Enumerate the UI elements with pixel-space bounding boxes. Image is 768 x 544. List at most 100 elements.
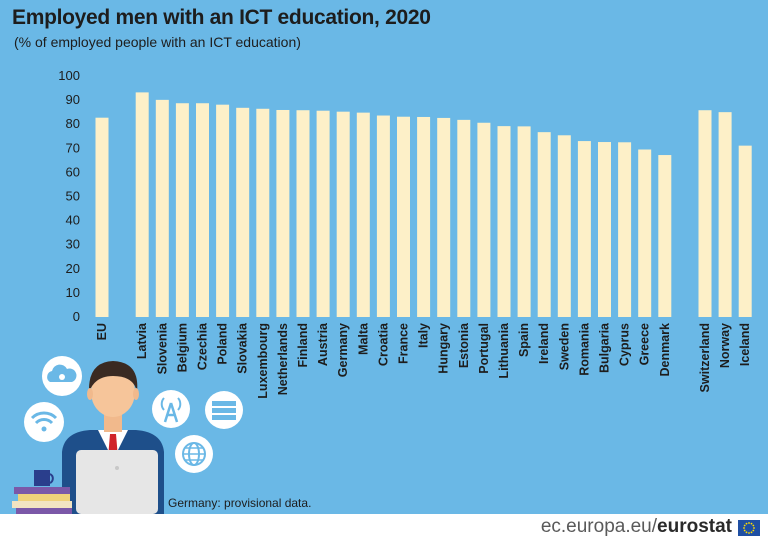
x-tick-label: Croatia	[376, 322, 390, 366]
x-tick-label: EU	[95, 323, 109, 340]
bar-finland	[296, 110, 310, 317]
x-tick-label: Romania	[577, 322, 591, 376]
x-tick-label: France	[397, 323, 411, 364]
x-tick-label: Luxembourg	[256, 323, 270, 399]
wifi-icon	[24, 402, 64, 442]
y-tick-label: 80	[66, 116, 80, 131]
flag-star	[753, 527, 755, 529]
x-tick-label: Portugal	[477, 323, 491, 374]
y-tick-label: 20	[66, 261, 80, 276]
bar-ireland	[537, 132, 551, 317]
bar-france	[397, 116, 410, 317]
bar-netherlands	[276, 109, 290, 317]
flag-star	[748, 532, 750, 534]
bar-hungary	[437, 117, 451, 318]
bar-slovakia	[236, 107, 250, 317]
bar-austria	[316, 110, 330, 317]
x-tick-label: Hungary	[437, 323, 451, 374]
y-tick-label: 40	[66, 213, 80, 228]
bar-luxembourg	[256, 108, 270, 317]
x-tick-label: Italy	[417, 323, 431, 348]
flag-star	[745, 531, 748, 534]
flag-star	[750, 522, 753, 525]
flag-star	[748, 522, 750, 524]
x-tick-label: Finland	[296, 323, 310, 367]
server-icon	[205, 391, 243, 429]
bar-romania	[577, 141, 591, 317]
bar-portugal	[477, 122, 491, 317]
site-url[interactable]: ec.europa.eu/eurostat	[541, 516, 732, 538]
chart-subtitle: (% of employed people with an ICT educat…	[14, 34, 301, 50]
bar-spain	[517, 126, 531, 317]
bar-slovenia	[155, 99, 169, 317]
x-tick-label: Spain	[517, 323, 531, 357]
x-tick-label: Malta	[356, 322, 370, 355]
bar-denmark	[658, 155, 672, 317]
flag-star	[743, 524, 746, 527]
x-tick-label: Sweden	[557, 323, 571, 370]
bar-iceland	[738, 145, 752, 317]
bar-estonia	[457, 119, 471, 317]
eu-flag-icon	[738, 520, 760, 536]
x-tick-label: Slovakia	[236, 322, 250, 374]
x-tick-label: Bulgaria	[598, 322, 612, 373]
footer-bar	[0, 514, 768, 544]
x-tick-label: Switzerland	[698, 323, 712, 392]
illustration	[12, 356, 243, 514]
x-tick-label: Ireland	[537, 323, 551, 364]
footnote: Germany: provisional data.	[168, 496, 312, 510]
x-tick-label: Czechia	[196, 322, 210, 370]
x-tick-label: Germany	[336, 323, 350, 377]
bar-croatia	[376, 115, 390, 317]
y-tick-label: 60	[66, 164, 80, 179]
globe-icon	[175, 435, 213, 473]
bar-czechia	[196, 103, 209, 317]
y-tick-label: 0	[73, 309, 80, 324]
flag-star	[752, 529, 755, 532]
bar-poland	[216, 104, 230, 317]
mug-icon	[34, 470, 54, 486]
x-tick-label: Norway	[718, 323, 732, 368]
laptop-icon	[76, 450, 158, 514]
x-tick-label: Greece	[638, 323, 652, 365]
bar-greece	[638, 149, 652, 317]
flag-star	[745, 522, 748, 525]
bar-cyprus	[618, 142, 632, 317]
books-icon	[12, 487, 72, 514]
x-tick-label: Lithuania	[497, 322, 511, 379]
flag-star	[750, 531, 753, 534]
bar-lithuania	[497, 126, 511, 318]
cloud-icon	[42, 356, 82, 396]
y-axis-ticks: 0 10 20 30 40 50 60 70 80 90 100	[58, 68, 80, 324]
antenna-icon	[152, 390, 190, 428]
bar-sweden	[557, 135, 571, 317]
x-tick-label: Poland	[216, 323, 230, 365]
y-tick-label: 70	[66, 140, 80, 155]
x-tick-label: Estonia	[457, 322, 471, 368]
bar-germany	[336, 111, 350, 317]
x-tick-label: Slovenia	[155, 322, 169, 374]
bars	[95, 92, 752, 318]
y-tick-label: 100	[58, 68, 80, 83]
bar-switzerland	[698, 110, 712, 317]
bar-chart: 0 10 20 30 40 50 60 70 80 90 100 EU Latvia Slovenia B…	[58, 68, 752, 399]
flag-star	[752, 524, 755, 527]
y-tick-label: 10	[66, 285, 80, 300]
y-tick-label: 50	[66, 189, 80, 204]
x-tick-label: Iceland	[738, 323, 752, 366]
bar-norway	[718, 112, 732, 318]
bar-latvia	[135, 92, 149, 317]
site-brand: eurostat	[657, 516, 732, 537]
x-tick-label: Belgium	[175, 323, 189, 372]
y-tick-label: 90	[66, 92, 80, 107]
flag-star	[743, 529, 746, 532]
x-tick-label: Netherlands	[276, 323, 290, 395]
bar-italy	[417, 116, 431, 317]
flag-star	[743, 527, 745, 529]
x-tick-label: Denmark	[658, 323, 672, 377]
site-prefix: ec.europa.eu/	[540, 516, 658, 537]
x-tick-label: Latvia	[135, 322, 149, 359]
bar-belgium	[175, 103, 189, 317]
bar-eu	[95, 117, 109, 318]
x-tick-label: Austria	[316, 322, 330, 366]
